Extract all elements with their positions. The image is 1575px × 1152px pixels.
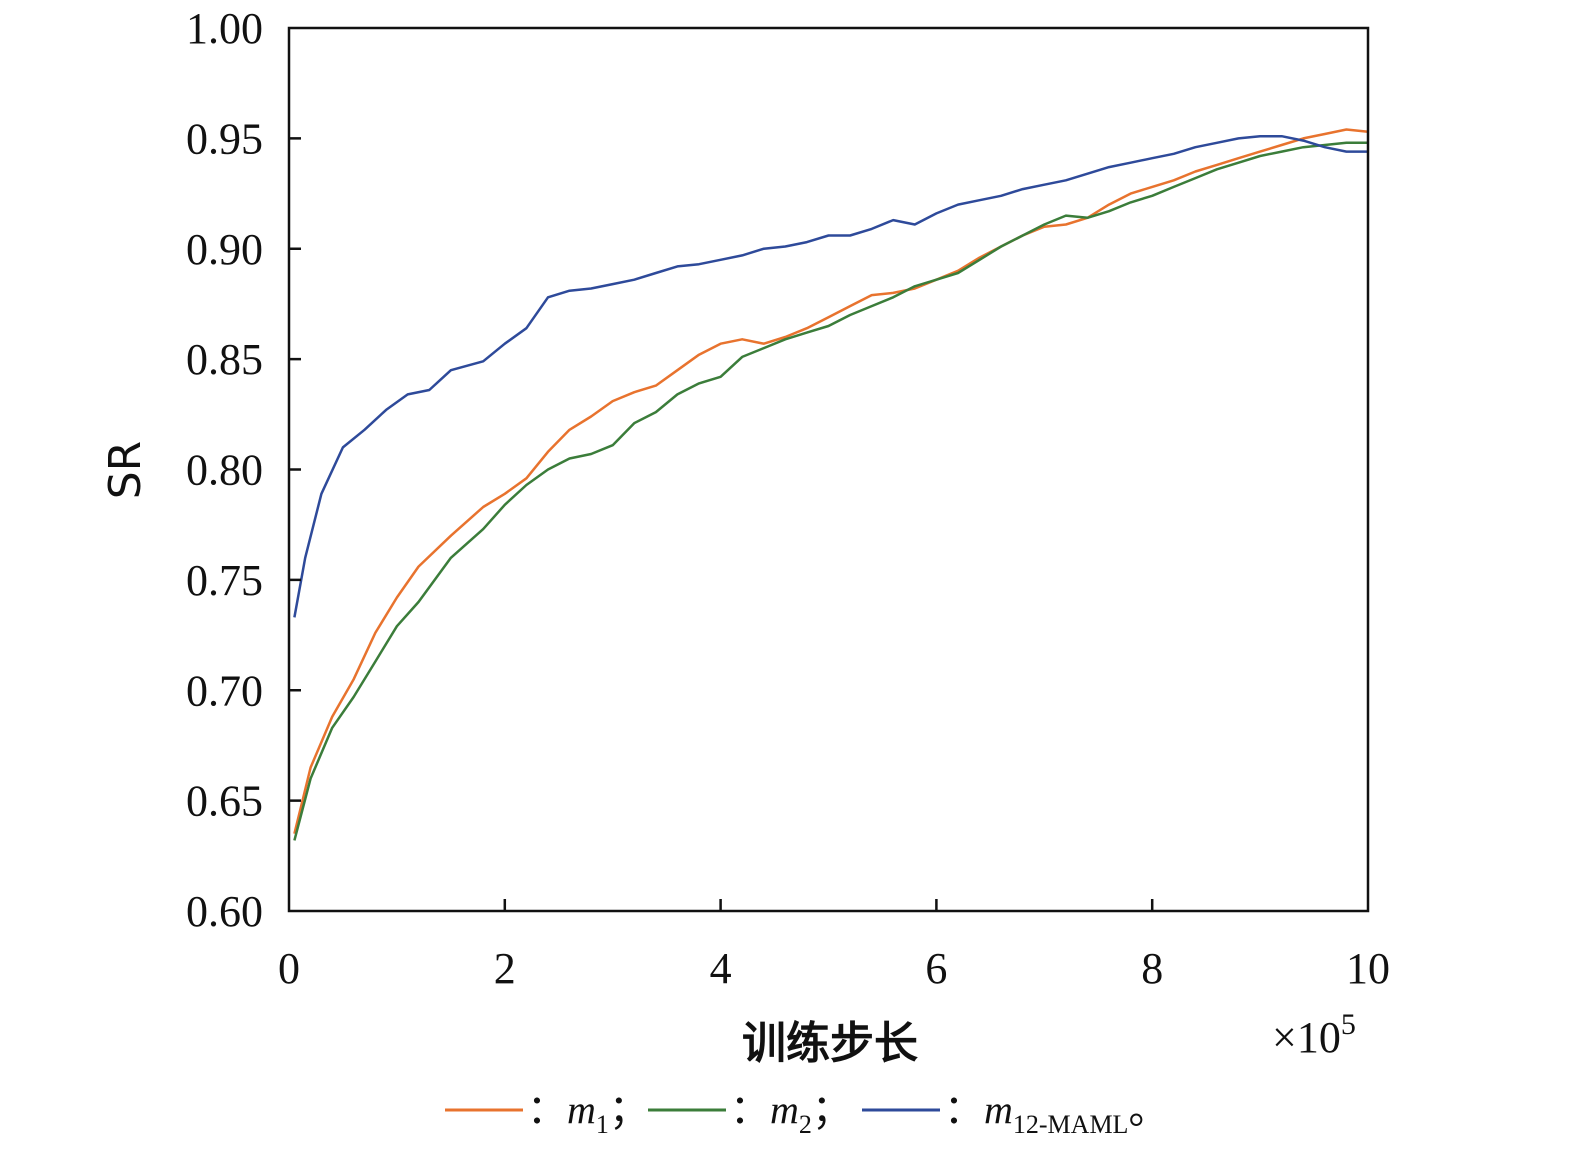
legend-subscript: 2 [799,1110,812,1139]
legend-item-2: ：m2； [730,1087,852,1139]
series-layer [293,128,1369,841]
plot-frame [287,26,1370,913]
y-tick-label: 0.85 [186,335,263,384]
legend-label: m [770,1087,799,1132]
x-tick-label: 6 [925,944,947,993]
series-line-1 [293,128,1369,834]
legend-separator: ： [944,1087,984,1132]
legend-suffix: 。 [1128,1087,1168,1132]
y-tick-label: 0.80 [186,446,263,495]
legend-label: m [567,1087,596,1132]
legend-label: m [984,1087,1013,1132]
legend-separator: ： [730,1087,770,1132]
x-tick-label: 2 [494,944,516,993]
x-tick-label: 8 [1141,944,1163,993]
y-tick-label: 0.70 [186,666,263,715]
legend-item-1: ：m1； [527,1087,649,1139]
y-axis: 0.60 0.65 0.70 0.75 0.80 0.85 0.90 0.95 1.00 [186,4,301,936]
legend-suffix: ； [609,1087,649,1132]
x-axis-multiplier: ×105 [1272,1008,1356,1062]
y-tick-label: 0.60 [186,887,263,936]
legend: ：m1； ：m2； ：m12-MAML。 [445,1087,1168,1139]
legend-subscript: 1 [596,1110,609,1139]
legend-separator: ： [527,1087,567,1132]
y-tick-label: 0.65 [186,777,263,826]
x-axis-title: 训练步长 [742,1018,918,1069]
y-tick-label: 0.75 [186,556,263,605]
x-tick-label: 10 [1346,944,1390,993]
legend-subscript: 12-MAML [1013,1110,1129,1139]
x-axis: 0 2 4 6 8 10 [278,899,1390,993]
series-line-2 [293,141,1368,841]
x-tick-label: 4 [710,944,732,993]
x-axis-multiplier-exponent: 5 [1341,1008,1356,1041]
x-axis-multiplier-base: ×10 [1272,1013,1341,1062]
y-tick-label: 0.90 [186,225,263,274]
legend-suffix: ； [812,1087,852,1132]
y-axis-title: SR [100,441,151,500]
series-line-3 [293,134,1368,618]
y-tick-label: 0.95 [186,114,263,163]
legend-item-3: ：m12-MAML。 [944,1087,1168,1139]
x-tick-label: 0 [278,944,300,993]
y-tick-label: 1.00 [186,4,263,53]
